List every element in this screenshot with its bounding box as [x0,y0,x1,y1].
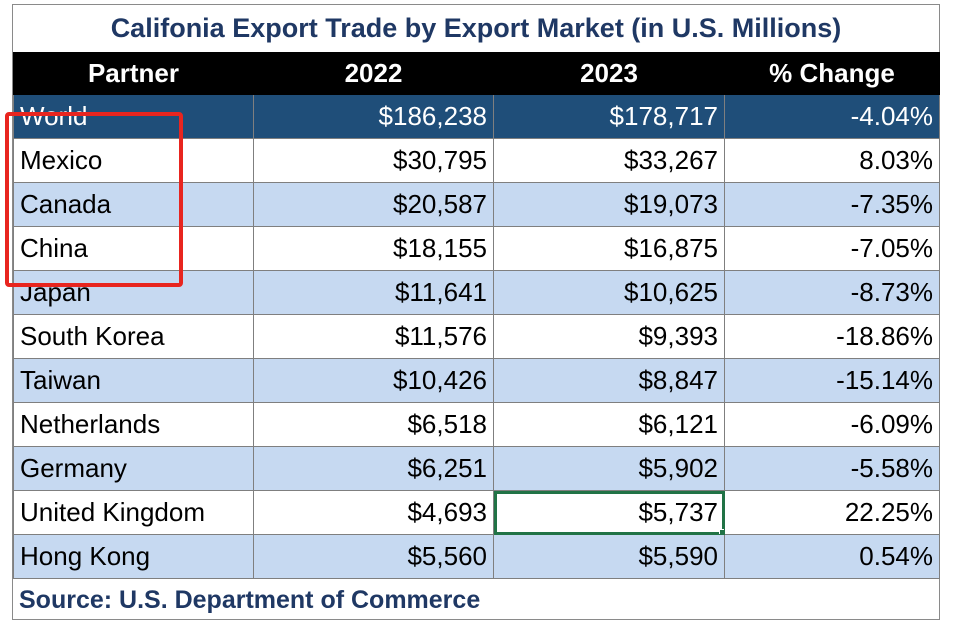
cell-2022[interactable]: $10,426 [253,358,494,403]
cell-2022[interactable]: $11,641 [253,270,494,315]
cell-partner[interactable]: Taiwan [13,358,254,403]
cell-2022[interactable]: $186,238 [253,94,494,139]
cell-partner[interactable]: Canada [13,182,254,227]
cell-partner[interactable]: Hong Kong [13,534,254,579]
export-trade-table: Partner 2022 2023 % Change World $186,23… [13,52,940,579]
cell-change[interactable]: 0.54% [724,534,940,579]
cell-2023[interactable]: $5,590 [493,534,725,579]
table-row-world: World $186,238 $178,717 -4.04% [13,94,940,139]
cell-2023[interactable]: $19,073 [493,182,725,227]
cell-change[interactable]: -5.58% [724,446,940,491]
cell-2022[interactable]: $6,518 [253,402,494,447]
table-row: Netherlands $6,518 $6,121 -6.09% [13,402,940,447]
cell-2023[interactable]: $6,121 [493,402,725,447]
table-row: Mexico $30,795 $33,267 8.03% [13,138,940,183]
table-title: Califonia Export Trade by Export Market … [110,13,842,43]
cell-partner[interactable]: Japan [13,270,254,315]
cell-change[interactable]: -7.35% [724,182,940,227]
cell-change[interactable]: -4.04% [724,94,940,139]
header-percent-change[interactable]: % Change [724,52,940,95]
cell-2023[interactable]: $178,717 [493,94,725,139]
cell-partner[interactable]: United Kingdom [13,490,254,535]
cell-2022[interactable]: $18,155 [253,226,494,271]
table-row: Canada $20,587 $19,073 -7.35% [13,182,940,227]
cell-2022[interactable]: $6,251 [253,446,494,491]
cell-change[interactable]: -7.05% [724,226,940,271]
cell-change[interactable]: 22.25% [724,490,940,535]
cell-2023[interactable]: $10,625 [493,270,725,315]
cell-partner[interactable]: World [13,94,254,139]
cell-partner[interactable]: Germany [13,446,254,491]
table-row: Hong Kong $5,560 $5,590 0.54% [13,534,940,579]
table-row: Germany $6,251 $5,902 -5.58% [13,446,940,491]
cell-2023[interactable]: $9,393 [493,314,725,359]
cell-2022[interactable]: $11,576 [253,314,494,359]
cell-partner[interactable]: South Korea [13,314,254,359]
cell-2023[interactable]: $5,902 [493,446,725,491]
header-2023[interactable]: 2023 [493,52,725,95]
spreadsheet-table-image: Califonia Export Trade by Export Market … [12,4,940,620]
cell-value: $5,737 [638,497,718,527]
cell-change[interactable]: -8.73% [724,270,940,315]
cell-change[interactable]: -18.86% [724,314,940,359]
cell-2023[interactable]: $8,847 [493,358,725,403]
table-row: United Kingdom $4,693 $5,737 22.25% [13,490,940,535]
table-row: Japan $11,641 $10,625 -8.73% [13,270,940,315]
cell-partner[interactable]: Mexico [13,138,254,183]
cell-partner[interactable]: China [13,226,254,271]
cell-2022[interactable]: $5,560 [253,534,494,579]
header-row: Partner 2022 2023 % Change [13,52,940,95]
header-2022[interactable]: 2022 [253,52,494,95]
cell-2022[interactable]: $20,587 [253,182,494,227]
header-partner[interactable]: Partner [13,52,254,95]
cell-change[interactable]: -15.14% [724,358,940,403]
cell-2023[interactable]: $16,875 [493,226,725,271]
table-row: China $18,155 $16,875 -7.05% [13,226,940,271]
cell-2022[interactable]: $4,693 [253,490,494,535]
cell-change[interactable]: 8.03% [724,138,940,183]
table-row: Taiwan $10,426 $8,847 -15.14% [13,358,940,403]
cell-partner[interactable]: Netherlands [13,402,254,447]
table-row: South Korea $11,576 $9,393 -18.86% [13,314,940,359]
cell-2023[interactable]: $33,267 [493,138,725,183]
cell-change[interactable]: -6.09% [724,402,940,447]
source-note: Source: U.S. Department of Commerce [19,586,481,614]
cell-2022[interactable]: $30,795 [253,138,494,183]
selected-cell-2023[interactable]: $5,737 [493,490,725,535]
fill-handle[interactable] [719,529,724,534]
